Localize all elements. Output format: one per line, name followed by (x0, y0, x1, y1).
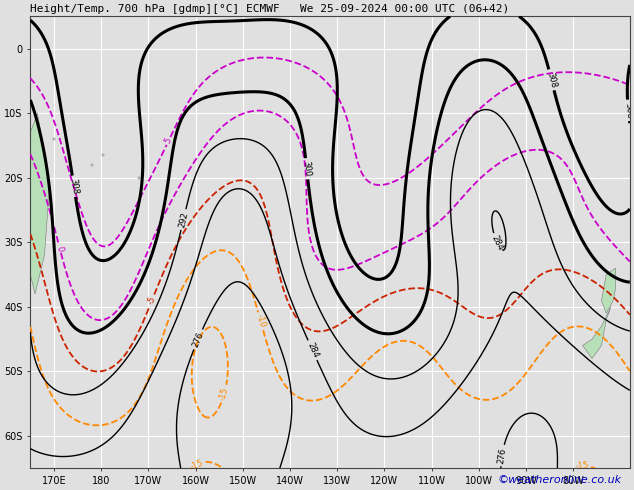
Polygon shape (583, 307, 611, 359)
Text: 0: 0 (55, 245, 65, 252)
Text: 300: 300 (301, 160, 312, 177)
Polygon shape (602, 268, 616, 313)
Text: 276: 276 (191, 330, 205, 348)
Polygon shape (30, 113, 49, 294)
Text: 5: 5 (164, 137, 174, 145)
Text: ©weatheronline.co.uk: ©weatheronline.co.uk (497, 475, 621, 485)
Text: -15: -15 (574, 462, 589, 471)
Text: -15: -15 (218, 386, 230, 401)
Text: 308: 308 (545, 71, 558, 89)
Text: -15: -15 (188, 458, 205, 471)
Text: 308: 308 (623, 102, 633, 119)
Text: -10: -10 (254, 314, 267, 329)
Text: 284: 284 (305, 341, 320, 359)
Text: 292: 292 (178, 211, 190, 228)
Text: Height/Temp. 700 hPa [gdmp][°C] ECMWF   We 25-09-2024 00:00 UTC (06+42): Height/Temp. 700 hPa [gdmp][°C] ECMWF We… (30, 4, 510, 14)
Text: -5: -5 (146, 294, 158, 306)
Text: 308: 308 (68, 178, 79, 195)
Text: 284: 284 (490, 234, 505, 252)
Text: 276: 276 (496, 447, 508, 464)
